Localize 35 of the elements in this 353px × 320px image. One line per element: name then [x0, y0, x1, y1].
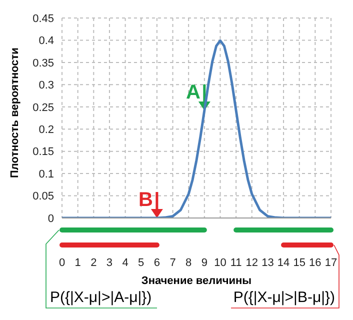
x-tick-label: 15	[293, 257, 306, 269]
x-tick-label: 10	[214, 257, 226, 269]
text: P({|X-μ|>|B-μ|})	[233, 289, 335, 306]
x-tick-label: 4	[122, 257, 128, 269]
x-tick-label: 6	[154, 257, 160, 269]
x-tick-label: 11	[230, 257, 242, 269]
x-tick-label: 0	[58, 257, 66, 269]
x-axis-title: Значение величины	[141, 275, 252, 287]
y-tick-label: 0.15	[32, 146, 54, 158]
y-tick-label: 0.35	[32, 57, 54, 70]
y-tick-label: 0.45	[32, 12, 54, 25]
x-tick-label: 13	[262, 257, 274, 269]
x-tick-label: 16	[309, 257, 322, 269]
y-tick-label: 0.4	[38, 35, 54, 48]
x-tick-label: 1	[74, 257, 81, 269]
x-tick-label: 3	[106, 257, 113, 269]
y-axis-title: Плотность вероятности	[8, 48, 21, 178]
line-series	[62, 39, 331, 218]
y-tick-label: 0.25	[32, 102, 54, 114]
y-tick-label: 0.3	[38, 80, 54, 92]
annotation: A	[186, 81, 200, 104]
x-tick-label: 12	[246, 257, 258, 269]
x-tick-label: 8	[186, 257, 192, 269]
annotation: B	[138, 189, 153, 211]
y-tick-label: 0.1	[38, 168, 54, 180]
y-tick-label: 0.05	[32, 190, 54, 203]
y-tick-label: 0	[48, 212, 54, 225]
x-tick-label: 9	[201, 257, 208, 269]
x-tick-label: 17	[324, 257, 338, 269]
x-tick-label: 7	[170, 257, 176, 269]
y-tick-label: 0.2	[38, 124, 54, 136]
x-tick-label: 2	[90, 257, 97, 269]
text: P({|X-μ|>|A-μ|})	[50, 289, 152, 306]
x-tick-label: 5	[138, 257, 144, 269]
x-tick-label: 14	[277, 257, 290, 269]
